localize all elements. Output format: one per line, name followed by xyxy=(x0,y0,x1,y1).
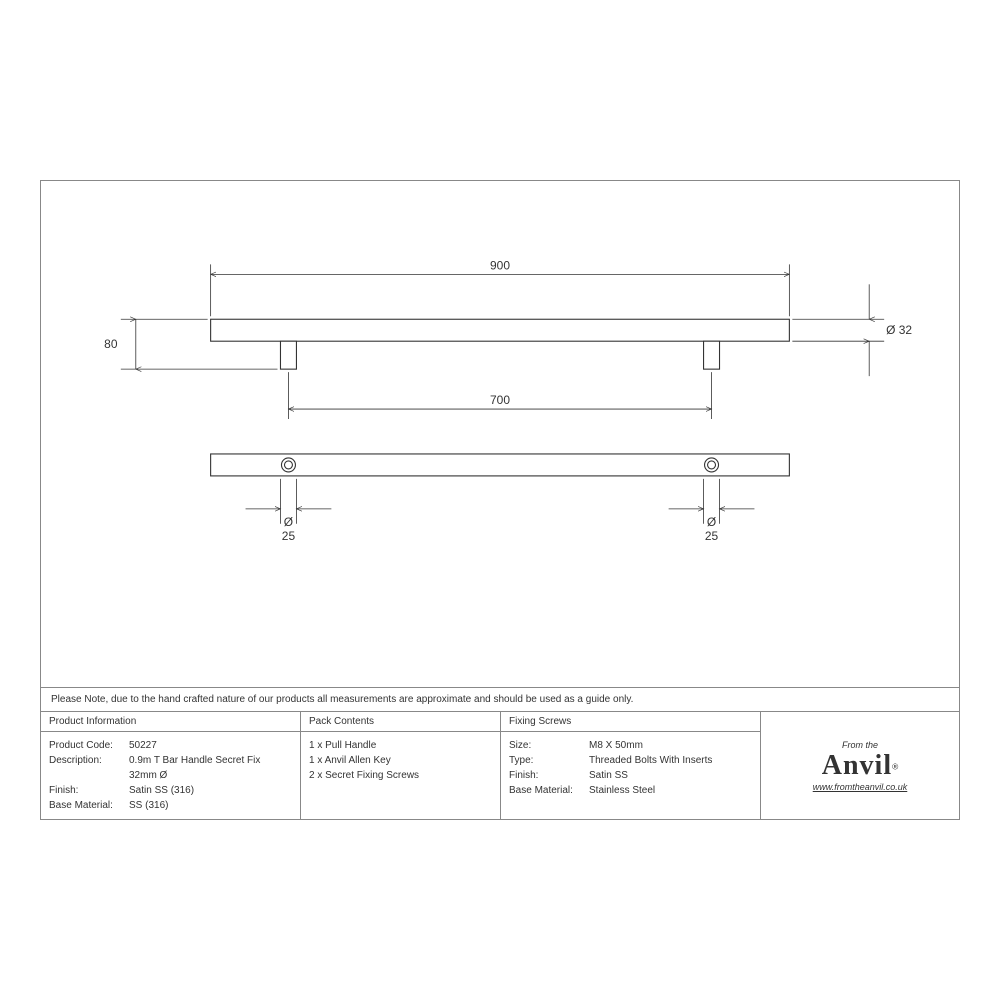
value-screw-size: M8 X 50mm xyxy=(589,738,752,753)
label-finish: Finish: xyxy=(49,783,129,798)
topview-bar xyxy=(211,454,790,476)
label-screw-finish: Finish: xyxy=(509,768,589,783)
drawing-sheet: 900 80 Ø 32 700 xyxy=(40,180,960,820)
hole-left-inner xyxy=(284,461,292,469)
label-base: Base Material: xyxy=(49,798,129,813)
label-screw-type: Type: xyxy=(509,753,589,768)
handle-post-right xyxy=(704,341,720,369)
col-product-info: Product Information Product Code:50227 D… xyxy=(41,712,301,819)
value-desc1: 0.9m T Bar Handle Secret Fix xyxy=(129,753,292,768)
value-base: SS (316) xyxy=(129,798,292,813)
handle-bar xyxy=(211,319,790,341)
dim-post-left-1: Ø xyxy=(284,515,293,529)
info-table: Product Information Product Code:50227 D… xyxy=(41,711,959,819)
pack-item-3: 2 x Secret Fixing Screws xyxy=(309,768,492,783)
header-screws: Fixing Screws xyxy=(501,712,760,732)
header-pack: Pack Contents xyxy=(301,712,500,732)
dim-centres: 700 xyxy=(490,393,510,407)
label-screw-size: Size: xyxy=(509,738,589,753)
dim-bar-dia: Ø 32 xyxy=(886,323,912,337)
col-fixing-screws: Fixing Screws Size:M8 X 50mm Type:Thread… xyxy=(501,712,761,819)
col-pack-contents: Pack Contents 1 x Pull Handle 1 x Anvil … xyxy=(301,712,501,819)
value-desc2: 32mm Ø xyxy=(129,768,292,783)
value-screw-finish: Satin SS xyxy=(589,768,752,783)
dim-post-left-2: 25 xyxy=(282,529,296,543)
drawing-area: 900 80 Ø 32 700 xyxy=(41,181,959,687)
logo-box: From the Anvil® www.fromtheanvil.co.uk xyxy=(761,712,959,819)
handle-post-left xyxy=(280,341,296,369)
pack-item-1: 1 x Pull Handle xyxy=(309,738,492,753)
value-finish: Satin SS (316) xyxy=(129,783,292,798)
value-code: 50227 xyxy=(129,738,292,753)
logo-name: Anvil xyxy=(822,750,892,781)
hole-right-inner xyxy=(708,461,716,469)
label-desc: Description: xyxy=(49,753,129,768)
dim-height: 80 xyxy=(104,337,118,351)
logo-url: www.fromtheanvil.co.uk xyxy=(813,782,908,792)
note-text: Please Note, due to the hand crafted nat… xyxy=(41,687,959,711)
label-code: Product Code: xyxy=(49,738,129,753)
dim-post-right-1: Ø xyxy=(707,515,716,529)
logo-reg: ® xyxy=(892,761,898,771)
header-product-info: Product Information xyxy=(41,712,300,732)
label-screw-base: Base Material: xyxy=(509,783,589,798)
technical-drawing: 900 80 Ø 32 700 xyxy=(41,181,959,687)
pack-item-2: 1 x Anvil Allen Key xyxy=(309,753,492,768)
dim-post-right-2: 25 xyxy=(705,529,719,543)
logo-pretext: From the xyxy=(842,740,878,750)
value-screw-type: Threaded Bolts With Inserts xyxy=(589,753,752,768)
dim-overall-length: 900 xyxy=(490,258,510,272)
value-screw-base: Stainless Steel xyxy=(589,783,752,798)
